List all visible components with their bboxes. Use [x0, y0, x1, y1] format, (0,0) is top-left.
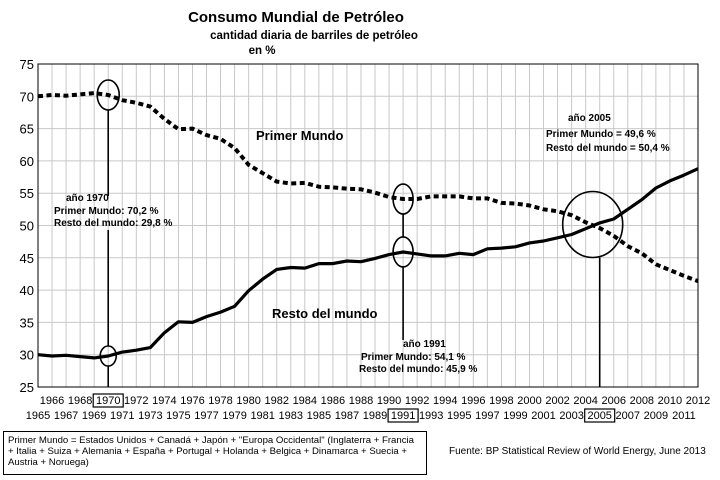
- x-tick-label: 1986: [321, 395, 345, 407]
- x-tick-label: 1987: [335, 410, 359, 422]
- x-tick-label: 1968: [68, 395, 92, 407]
- x-tick-label: 1998: [489, 395, 513, 407]
- y-tick-label: 75: [20, 57, 34, 72]
- annotation-1991-line1: Primer Mundo: 54,1 %: [361, 352, 466, 363]
- x-tick-label: 1973: [138, 410, 162, 422]
- x-tick-label: 2006: [602, 395, 626, 407]
- x-tick-label: 1997: [475, 410, 499, 422]
- y-tick-label: 70: [20, 89, 34, 104]
- y-axis-ticks: 25 30 35 40 45 50 55 60 65 70 75: [20, 57, 34, 395]
- x-tick-label: 2008: [630, 395, 654, 407]
- x-tick-label: 1980: [236, 395, 260, 407]
- x-tick-label: 1977: [194, 410, 218, 422]
- x-tick-label: 1984: [293, 395, 317, 407]
- x-tick-label: 2009: [644, 410, 668, 422]
- x-tick-label: 1992: [405, 395, 429, 407]
- x-tick-label: 1972: [124, 395, 148, 407]
- annotation-2005-line2: Resto del mundo = 50,4 %: [546, 143, 670, 154]
- annotation-1991: año 1991 Primer Mundo: 54,1 % Resto del …: [359, 339, 477, 375]
- x-tick-label: 1996: [461, 395, 485, 407]
- x-tick-label: 1975: [166, 410, 190, 422]
- x-tick-label: 1999: [503, 410, 527, 422]
- source-note: Fuente: BP Statistical Review of World E…: [449, 446, 706, 457]
- x-axis-ticks: 1966 1968 1970 1972 1974 1976 1978 1980 1982 1984…: [26, 393, 710, 423]
- x-tick-label: 2001: [531, 410, 555, 422]
- y-tick-label: 55: [20, 186, 34, 201]
- series-layer: [37, 91, 699, 360]
- x-tick-label: 1976: [180, 395, 204, 407]
- x-tick-label: 2007: [616, 410, 640, 422]
- x-tick-label: 1981: [250, 410, 274, 422]
- x-tick-label: 1969: [82, 410, 106, 422]
- x-tick-label: 1991: [391, 410, 415, 422]
- series-label-primer-mundo: Primer Mundo: [256, 128, 343, 143]
- x-tick-label: 1994: [433, 395, 457, 407]
- highlight-circle-2005: [561, 190, 624, 259]
- x-tick-label: 2000: [517, 395, 541, 407]
- annotation-2005-title: año 2005: [568, 113, 611, 124]
- x-tick-label: 1982: [264, 395, 288, 407]
- chart-subtitle: cantidad diaria de barriles de petróleo: [210, 30, 418, 42]
- y-tick-label: 35: [20, 315, 34, 330]
- x-tick-label: 2005: [587, 410, 611, 422]
- x-tick-label: 2003: [559, 410, 583, 422]
- x-tick-label: 1965: [26, 410, 50, 422]
- oil-consumption-chart: Consumo Mundial de Petróleo cantidad dia…: [20, 9, 710, 423]
- x-tick-label: 1979: [222, 410, 246, 422]
- y-tick-label: 45: [20, 251, 34, 266]
- plot-frame: [37, 63, 699, 388]
- x-tick-label: 2012: [686, 395, 710, 407]
- annotation-1970: año 1970 Primer Mundo: 70,2 % Resto del …: [54, 193, 172, 229]
- x-tick-label: 2002: [545, 395, 569, 407]
- x-tick-label: 2011: [672, 410, 696, 422]
- x-tick-highlight-box: [584, 408, 616, 423]
- x-tick-label: 1985: [307, 410, 331, 422]
- annotation-markers: [96, 79, 624, 387]
- chart-subtitle-units: en %: [249, 45, 276, 57]
- x-tick-label: 1971: [110, 410, 134, 422]
- x-tick-label: 1983: [279, 410, 303, 422]
- x-tick-label: 1988: [349, 395, 373, 407]
- y-tick-label: 30: [20, 348, 34, 363]
- y-tick-label: 40: [20, 283, 34, 298]
- primer-mundo-definition-box: Primer Mundo = Estados Unidos + Canadá +…: [3, 431, 427, 475]
- annotation-1991-title: año 1991: [403, 339, 446, 350]
- x-tick-highlight-box: [387, 408, 419, 423]
- series-line-resto-del-mundo: [37, 167, 699, 360]
- x-tick-label: 1967: [54, 410, 78, 422]
- y-tick-label: 60: [20, 154, 34, 169]
- series-line-primer-mundo: [37, 91, 699, 283]
- series-label-resto-del-mundo: Resto del mundo: [272, 306, 378, 321]
- annotation-2005-line1: Primer Mundo = 49,6 %: [546, 129, 656, 140]
- annotation-2005: año 2005 Primer Mundo = 49,6 % Resto del…: [546, 113, 670, 154]
- x-tick-label: 1989: [363, 410, 387, 422]
- y-tick-label: 65: [20, 122, 34, 137]
- x-tick-label: 2004: [573, 395, 597, 407]
- x-tick-label: 1970: [96, 395, 120, 407]
- annotation-1991-line2: Resto del mundo: 45,9 %: [359, 364, 477, 375]
- x-tick-label: 1993: [419, 410, 443, 422]
- x-tick-label: 1974: [152, 395, 176, 407]
- x-tick-label: 1990: [377, 395, 401, 407]
- x-tick-label: 1978: [208, 395, 232, 407]
- annotation-1970-line2: Resto del mundo: 29,8 %: [54, 218, 172, 229]
- x-tick-highlight-box: [92, 393, 124, 408]
- x-tick-label: 1966: [40, 395, 64, 407]
- annotation-1970-title: año 1970: [66, 193, 109, 204]
- x-tick-label: 1995: [447, 410, 471, 422]
- x-tick-label: 2010: [658, 395, 682, 407]
- chart-title: Consumo Mundial de Petróleo: [188, 9, 404, 26]
- y-tick-label: 50: [20, 219, 34, 234]
- annotation-1970-line1: Primer Mundo: 70,2 %: [54, 206, 159, 217]
- y-tick-label: 25: [20, 380, 34, 395]
